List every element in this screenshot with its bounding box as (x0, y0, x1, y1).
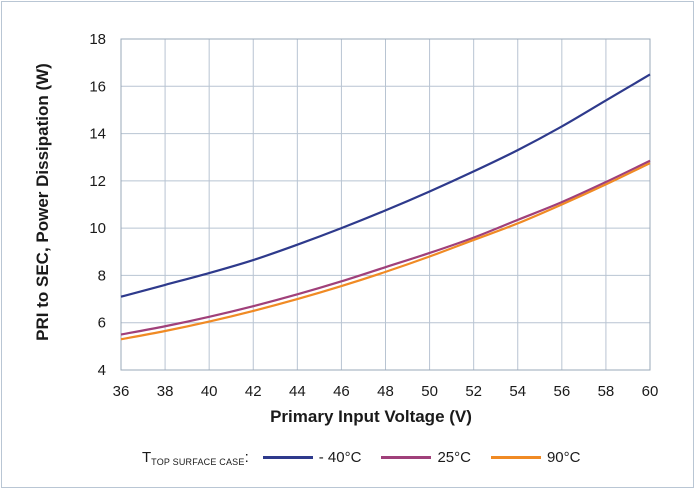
x-tick-label: 56 (553, 383, 570, 400)
plot-area-rect (120, 38, 651, 371)
legend-swatch-25c (381, 455, 432, 459)
x-tick-label: 44 (289, 383, 306, 400)
plot-area-border (120, 38, 651, 371)
legend-title-main: T (142, 448, 152, 466)
y-tick-label: 14 (89, 126, 106, 143)
x-tick-labels: 36 38 40 42 44 46 48 50 52 54 56 58 60 (113, 383, 659, 400)
legend-title-suffix: : (244, 448, 249, 466)
x-tick-label: 50 (421, 383, 438, 400)
x-tick-label: 60 (642, 383, 659, 400)
y-tick-label: 16 (89, 78, 106, 95)
legend-label-25c: 25°C (437, 448, 471, 466)
legend-item-25c: 25°C (381, 449, 471, 466)
legend: T TOP SURFACE CASE : - 40°C 25°C 90°C (142, 446, 600, 468)
y-tick-label: 18 (89, 31, 106, 48)
y-tick-labels: 4 6 8 10 12 14 16 18 (89, 31, 106, 379)
x-tick-label: 52 (465, 383, 482, 400)
x-tick-label: 36 (113, 383, 130, 400)
legend-label-90c: 90°C (546, 448, 581, 466)
legend-item-minus40: - 40°C (262, 448, 362, 466)
legend-item-90c: 90°C (490, 448, 581, 466)
grid-lines (120, 38, 651, 371)
x-tick-label: 38 (157, 383, 174, 400)
y-axis-label: PRI to SEC, Power Dissipation (W) (33, 63, 52, 341)
y-tick-label: 8 (98, 267, 106, 284)
x-tick-label: 42 (245, 383, 262, 400)
legend-swatch-90c (490, 455, 541, 459)
x-tick-label: 58 (598, 383, 615, 400)
y-tick-label: 10 (89, 220, 106, 237)
x-tick-label: 54 (509, 383, 526, 400)
y-tick-label: 4 (98, 362, 106, 379)
series-line-2 (120, 162, 651, 341)
series-line-1 (120, 159, 651, 336)
legend-title-subscript: TOP SURFACE CASE (151, 456, 245, 467)
legend-swatch-minus40 (262, 455, 313, 459)
x-tick-label: 46 (333, 383, 350, 400)
y-tick-label: 6 (98, 315, 106, 332)
y-tick-label: 12 (89, 173, 106, 190)
x-tick-label: 48 (377, 383, 394, 400)
x-axis-label: Primary Input Voltage (V) (270, 407, 472, 426)
x-tick-label: 40 (201, 383, 218, 400)
series-line-0 (120, 73, 651, 298)
legend-label-minus40: - 40°C (318, 448, 362, 466)
series-lines (120, 73, 651, 341)
legend-title: T TOP SURFACE CASE : (142, 448, 249, 467)
